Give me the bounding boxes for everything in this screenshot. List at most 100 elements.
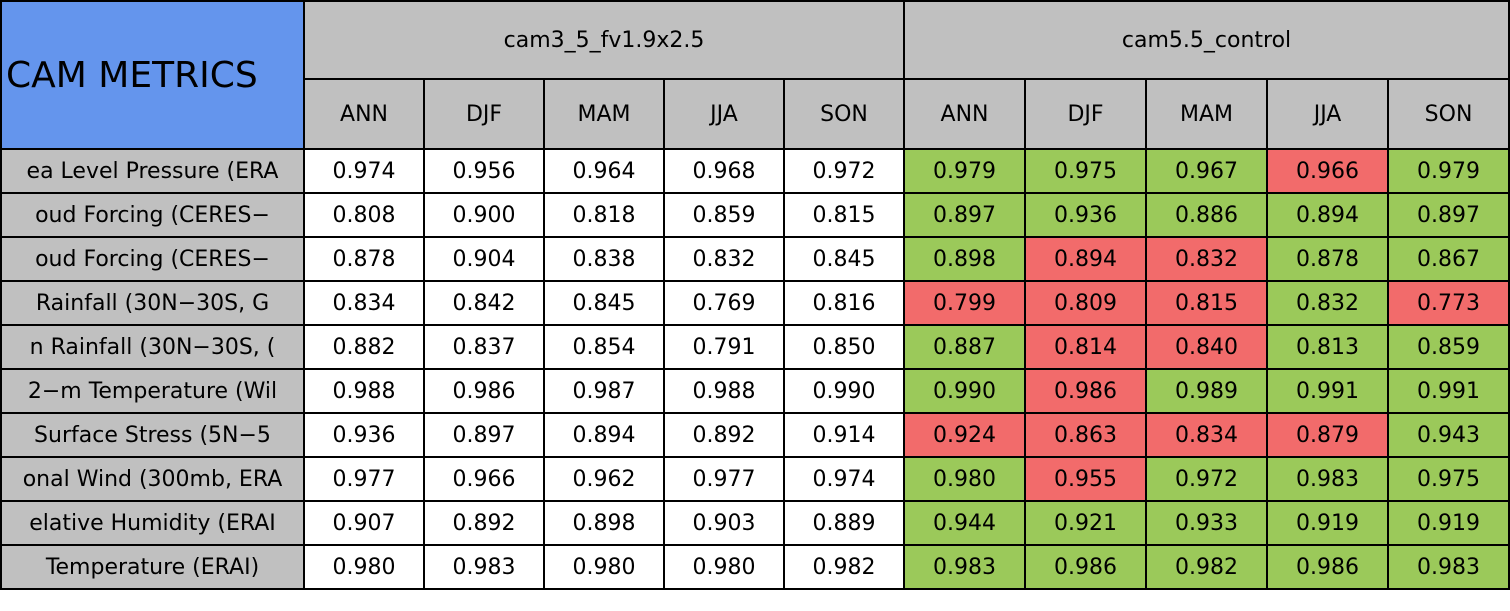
season-header: MAM [1145, 78, 1269, 150]
data-row: elative Humidity (ERAI 0.907 0.892 0.898 0.9… [0, 500, 1510, 546]
value-cell: 0.892 [663, 412, 785, 458]
value-cell: 0.980 [663, 544, 785, 590]
season-header: MAM [543, 78, 665, 150]
row-label-text: Surface Stress (5N−5 [34, 422, 271, 448]
value-cell: 0.898 [903, 236, 1027, 282]
value-cell: 0.988 [663, 368, 785, 414]
value-cell: 0.972 [1145, 456, 1269, 502]
value-cell: 0.878 [1266, 236, 1390, 282]
group-header: cam3_5_fv1.9x2.5 [302, 0, 906, 80]
value-cell: 0.990 [782, 368, 906, 414]
row-label-text: n Rainfall (30N−30S, ( [29, 334, 276, 360]
row-label: n Rainfall (30N−30S, ( [0, 324, 305, 370]
row-label: ea Level Pressure (ERA [0, 148, 305, 194]
row-label-text: ea Level Pressure (ERA [26, 158, 279, 184]
row-label: Rainfall (30N−30S, G [0, 280, 305, 326]
value-cell: 0.962 [543, 456, 665, 502]
data-row: 2−m Temperature (Wil 0.988 0.986 0.987 0.988… [0, 368, 1510, 414]
value-cell: 0.944 [903, 500, 1027, 546]
group-row: CAM METRICS cam3_5_fv1.9x2.5 cam5.5_cont… [0, 0, 1510, 150]
value-cell: 0.867 [1387, 236, 1510, 282]
value-cell: 0.986 [423, 368, 545, 414]
value-cell: 0.919 [1387, 500, 1510, 546]
value-cell: 0.854 [543, 324, 665, 370]
value-cell: 0.977 [663, 456, 785, 502]
value-cell: 0.966 [1266, 148, 1390, 194]
value-cell: 0.897 [423, 412, 545, 458]
value-cell: 0.900 [423, 192, 545, 238]
value-cell: 0.889 [782, 500, 906, 546]
value-cell: 0.813 [1266, 324, 1390, 370]
value-cell: 0.773 [1387, 280, 1510, 326]
value-cell: 0.983 [903, 544, 1027, 590]
value-cell: 0.936 [1024, 192, 1148, 238]
value-cell: 0.967 [1145, 148, 1269, 194]
value-cell: 0.955 [1024, 456, 1148, 502]
value-cell: 0.842 [423, 280, 545, 326]
value-cell: 0.936 [303, 412, 425, 458]
value-cell: 0.882 [303, 324, 425, 370]
value-cell: 0.979 [1387, 148, 1510, 194]
value-cell: 0.980 [543, 544, 665, 590]
value-cell: 0.840 [1145, 324, 1269, 370]
value-cell: 0.863 [1024, 412, 1148, 458]
value-cell: 0.814 [1024, 324, 1148, 370]
value-cell: 0.799 [903, 280, 1027, 326]
data-row: onal Wind (300mb, ERA 0.977 0.966 0.962 0.97… [0, 456, 1510, 502]
value-cell: 0.989 [1145, 368, 1269, 414]
value-cell: 0.991 [1266, 368, 1390, 414]
value-cell: 0.887 [903, 324, 1027, 370]
row-label-text: onal Wind (300mb, ERA [22, 466, 283, 492]
value-cell: 0.815 [782, 192, 906, 238]
value-cell: 0.964 [543, 148, 665, 194]
season-header: ANN [303, 78, 425, 150]
value-cell: 0.859 [663, 192, 785, 238]
season-header: JJA [1266, 78, 1390, 150]
value-cell: 0.838 [543, 236, 665, 282]
value-cell: 0.907 [303, 500, 425, 546]
row-label-text: Rainfall (30N−30S, G [35, 290, 270, 316]
value-cell: 0.834 [1145, 412, 1269, 458]
value-cell: 0.845 [782, 236, 906, 282]
row-label-text: oud Forcing (CERES− [35, 202, 270, 228]
value-cell: 0.933 [1145, 500, 1269, 546]
group-header: cam5.5_control [903, 0, 1510, 80]
value-cell: 0.982 [782, 544, 906, 590]
value-cell: 0.903 [663, 500, 785, 546]
row-label-text: oud Forcing (CERES− [35, 246, 270, 272]
data-row: ea Level Pressure (ERA 0.974 0.956 0.964 0.9… [0, 148, 1510, 194]
value-cell: 0.975 [1387, 456, 1510, 502]
value-cell: 0.818 [543, 192, 665, 238]
value-cell: 0.921 [1024, 500, 1148, 546]
table-title: CAM METRICS [0, 0, 305, 150]
metrics-table: CAM METRICS cam3_5_fv1.9x2.5 cam5.5_cont… [0, 0, 1510, 590]
row-label-text: Temperature (ERAI) [45, 554, 260, 580]
value-cell: 0.897 [903, 192, 1027, 238]
value-cell: 0.975 [1024, 148, 1148, 194]
season-header: SON [1387, 78, 1510, 150]
data-row: Rainfall (30N−30S, G 0.834 0.842 0.845 0.769… [0, 280, 1510, 326]
data-row: Temperature (ERAI) 0.980 0.983 0.980 0.980 0.… [0, 544, 1510, 590]
value-cell: 0.894 [1024, 236, 1148, 282]
value-cell: 0.987 [543, 368, 665, 414]
value-cell: 0.977 [303, 456, 425, 502]
value-cell: 0.990 [903, 368, 1027, 414]
data-row: oud Forcing (CERES− 0.808 0.900 0.818 0.859 0… [0, 192, 1510, 238]
value-cell: 0.914 [782, 412, 906, 458]
value-cell: 0.845 [543, 280, 665, 326]
value-cell: 0.832 [663, 236, 785, 282]
row-label: Temperature (ERAI) [0, 544, 305, 590]
value-cell: 0.972 [782, 148, 906, 194]
season-row: ANN DJF MAM JJA SON ANN DJF MAM JJA SON [1, 78, 1510, 150]
value-cell: 0.966 [423, 456, 545, 502]
data-row: Surface Stress (5N−5 0.936 0.897 0.894 0.892… [0, 412, 1510, 458]
season-header: DJF [423, 78, 545, 150]
data-row: oud Forcing (CERES− 0.878 0.904 0.838 0.832 0… [0, 236, 1510, 282]
row-label: 2−m Temperature (Wil [0, 368, 305, 414]
row-label: onal Wind (300mb, ERA [0, 456, 305, 502]
value-cell: 0.974 [782, 456, 906, 502]
value-cell: 0.943 [1387, 412, 1510, 458]
value-cell: 0.904 [423, 236, 545, 282]
value-cell: 0.894 [543, 412, 665, 458]
value-cell: 0.980 [903, 456, 1027, 502]
